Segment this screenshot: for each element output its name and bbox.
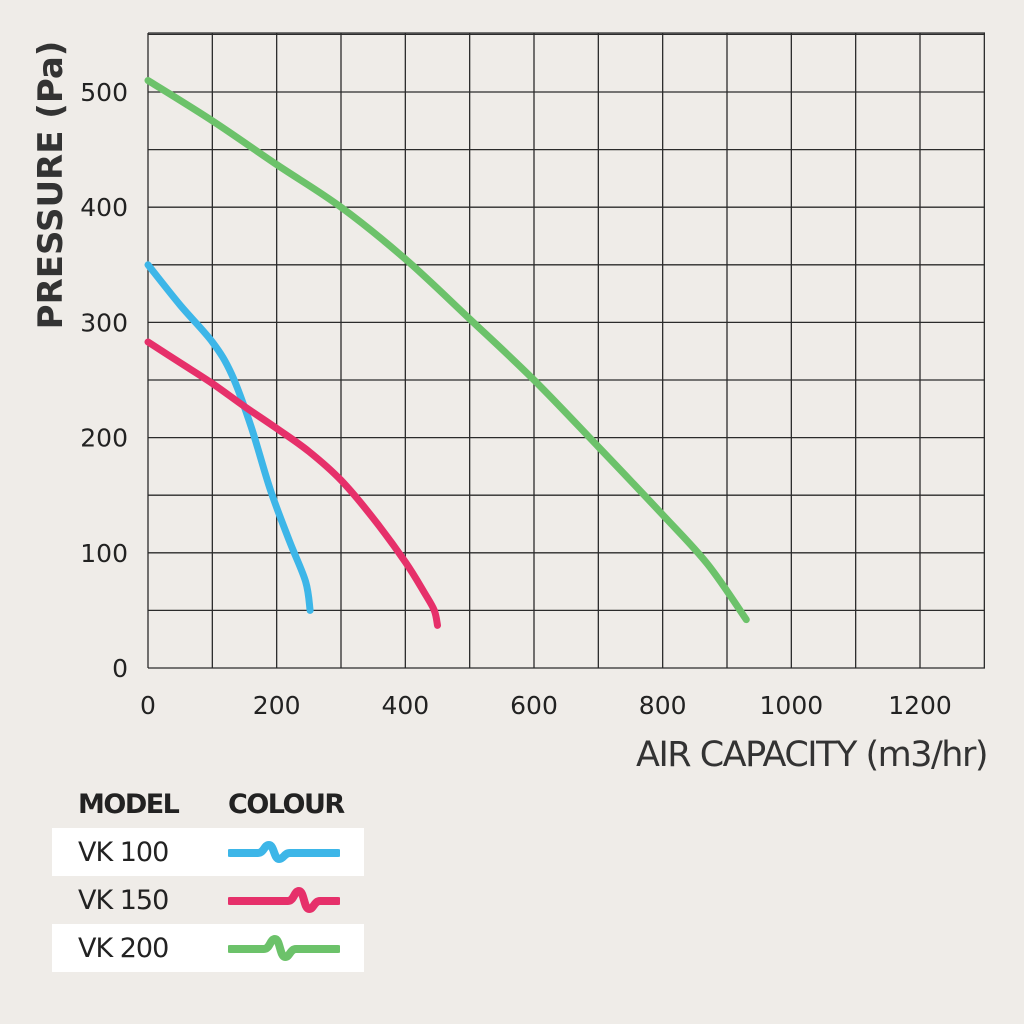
legend-row-vk150: VK 150 (52, 876, 364, 924)
legend-model-label: VK 150 (78, 884, 169, 916)
legend-swatch-vk200 (228, 934, 340, 962)
series-line-vk150 (144, 338, 441, 629)
legend-swatch-vk150 (228, 886, 340, 914)
legend-row-vk200: VK 200 (52, 924, 364, 972)
x-tick-label: 400 (381, 691, 429, 720)
legend-header-model: MODEL (78, 788, 180, 820)
x-tick-label: 600 (510, 691, 558, 720)
legend: MODEL COLOUR VK 100 VK 150 VK 200 (52, 780, 364, 972)
series-line-vk200 (144, 76, 750, 624)
legend-model-label: VK 200 (78, 932, 169, 964)
legend-swatch-vk100 (228, 840, 340, 864)
x-tick-label: 800 (639, 691, 687, 720)
y-tick-label: 100 (80, 539, 128, 568)
x-tick-label: 1200 (888, 691, 952, 720)
legend-model-label: VK 100 (78, 836, 169, 868)
y-axis-title: PRESSURE (Pa) (31, 41, 71, 330)
series-line-vk100 (144, 261, 314, 614)
y-tick-label: 400 (80, 193, 128, 222)
legend-row-vk100: VK 100 (52, 828, 364, 876)
pressure-chart: 0 100 200 300 400 500 0 200 400 600 800 1000 1200 P… (31, 32, 989, 775)
legend-header: MODEL COLOUR (52, 780, 364, 828)
x-axis-ticks: 0 200 400 600 800 1000 1200 (140, 691, 952, 720)
y-tick-label: 500 (80, 78, 128, 107)
legend-header-colour: COLOUR (228, 788, 345, 820)
x-tick-label: 200 (253, 691, 301, 720)
x-tick-label: 1000 (760, 691, 824, 720)
y-tick-label: 0 (112, 654, 128, 683)
y-axis-ticks: 0 100 200 300 400 500 (80, 78, 128, 683)
chart-series (144, 76, 750, 629)
x-tick-label: 0 (140, 691, 156, 720)
x-axis-title: AIR CAPACITY (m3/hr) (636, 735, 987, 775)
chart-grid (147, 32, 985, 669)
y-tick-label: 300 (80, 308, 128, 337)
y-tick-label: 200 (80, 424, 128, 453)
